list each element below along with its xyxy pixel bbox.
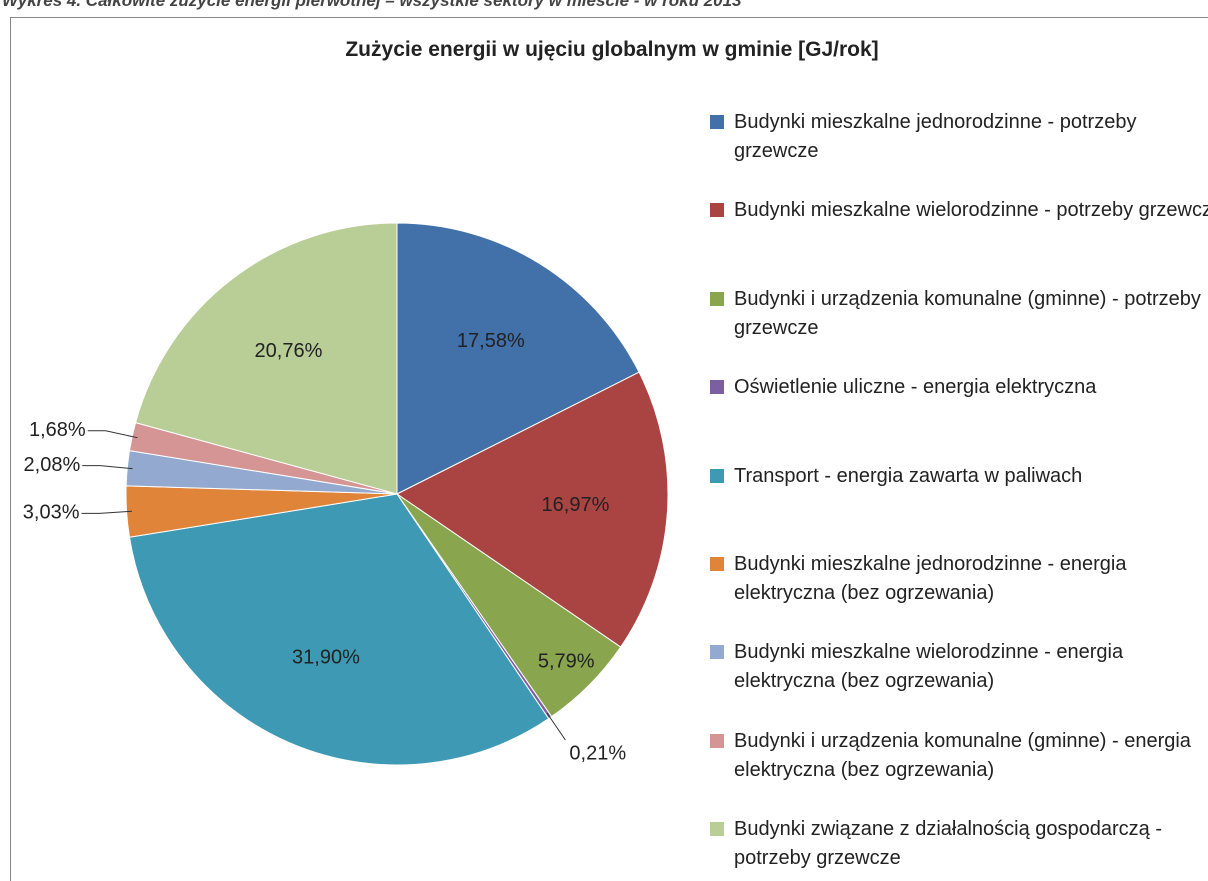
legend-label: Budynki mieszkalne wielorodzinne - potrz… — [734, 199, 1208, 222]
pie-slice — [396, 371, 669, 648]
data-label: 20,76% — [255, 340, 323, 362]
legend-entry: Budynki i urządzenia komunalne (gminne) … — [710, 727, 1208, 785]
legend-label: Budynki i urządzenia komunalne (gminne) … — [734, 287, 1201, 339]
caption: Wykres 4. Całkowite zużycie energii pier… — [2, 0, 742, 10]
legend-entry: Budynki mieszkalne wielorodzinne - potrz… — [710, 196, 1208, 225]
data-label: 31,90% — [292, 646, 360, 668]
leader-line — [87, 430, 138, 439]
data-label: 3,03% — [23, 502, 80, 524]
data-label: 17,58% — [457, 330, 525, 352]
leader-line — [546, 712, 566, 741]
leader-line — [82, 465, 133, 470]
legend-swatch — [710, 115, 724, 129]
legend-entry: Budynki związane z działalnością gospoda… — [710, 815, 1208, 873]
legend-swatch — [710, 645, 724, 660]
legend-swatch — [710, 380, 724, 395]
data-label: 5,79% — [538, 650, 595, 672]
data-label: 1,68% — [29, 419, 86, 441]
legend-label: Oświetlenie uliczne - energia elektryczn… — [734, 376, 1097, 399]
data-label: 2,08% — [24, 454, 81, 476]
legend-entry: Budynki i urządzenia komunalne (gminne) … — [710, 285, 1208, 343]
legend-label: Budynki mieszkalne jednorodzinne - energ… — [734, 553, 1127, 604]
legend-entry: Budynki mieszkalne jednorodzinne - potrz… — [710, 108, 1208, 166]
chart-title: Zużycie energii w ujęciu globalnym w gmi… — [345, 38, 879, 61]
pie-slice — [128, 493, 550, 766]
chart-frame — [10, 17, 1208, 881]
legend-entry: Transport - energia zawarta w paliwach — [710, 462, 1208, 491]
legend-label: Budynki mieszkalne jednorodzinne - potrz… — [734, 111, 1137, 162]
leader-line — [81, 510, 133, 514]
data-label: 16,97% — [542, 494, 610, 516]
legend-swatch — [710, 291, 724, 306]
legend-label: Transport - energia zawarta w paliwach — [734, 464, 1083, 487]
legend-entry: Budynki mieszkalne wielorodzinne - energ… — [710, 638, 1208, 696]
legend-entry: Oświetlenie uliczne - energia elektryczn… — [710, 373, 1208, 402]
legend-swatch — [710, 557, 724, 571]
legend-swatch — [710, 822, 724, 837]
pie-slice — [396, 222, 640, 495]
legend-label: Budynki i urządzenia komunalne (gminne) … — [734, 729, 1191, 781]
legend-label: Budynki związane z działalnością gospoda… — [734, 818, 1163, 870]
pie-slice — [134, 222, 398, 495]
legend-label: Budynki mieszkalne wielorodzinne - energ… — [734, 641, 1124, 693]
data-label: 0,21% — [569, 742, 626, 764]
legend-swatch — [710, 203, 724, 218]
legend-swatch — [710, 468, 724, 483]
legend-entry: Budynki mieszkalne jednorodzinne - energ… — [710, 550, 1208, 608]
legend-swatch — [710, 733, 724, 748]
